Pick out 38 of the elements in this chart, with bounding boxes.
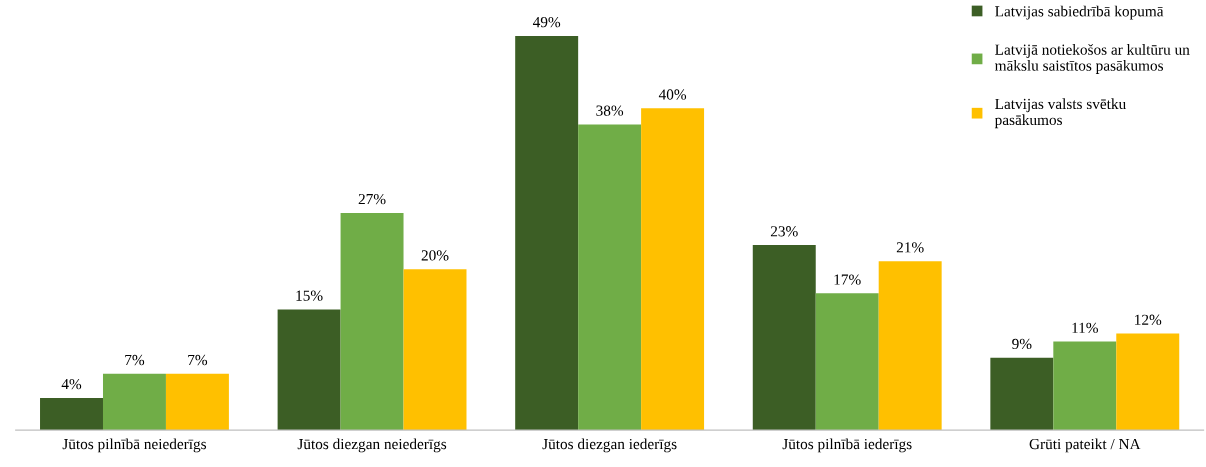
bar	[165, 373, 229, 431]
bar	[277, 309, 341, 431]
x-tick-label: Jūtos pilnībā iederīgs	[782, 438, 912, 453]
x-tick-label: Jūtos diezgan neiederīgs	[297, 438, 447, 453]
bar	[515, 35, 579, 431]
bar	[340, 212, 404, 431]
legend-label: Latvijas valsts svētku pasākumos	[994, 98, 1126, 129]
bar	[752, 245, 816, 431]
bar	[990, 357, 1054, 431]
data-label: 23%	[770, 226, 798, 237]
bar	[1116, 333, 1180, 431]
data-label: 17%	[834, 274, 861, 285]
bar	[1053, 341, 1117, 431]
data-label: 7%	[125, 354, 145, 366]
data-label: 7%	[188, 354, 208, 366]
data-label: 27%	[358, 193, 386, 205]
legend-label: Latvijas sabiedrībā kopumā	[995, 5, 1164, 20]
data-label: 9%	[1012, 338, 1032, 350]
data-label: 12%	[1135, 314, 1162, 325]
data-label: 40%	[658, 89, 687, 100]
data-label: 15%	[296, 290, 323, 301]
x-tick-label: Jūtos diezgan iederīgs	[542, 438, 677, 453]
bar	[641, 108, 705, 431]
bar	[403, 269, 467, 431]
x-tick-label: Grūti pateikt / NA	[1029, 438, 1141, 453]
bar	[815, 293, 879, 431]
data-label: 21%	[896, 242, 924, 253]
data-label: 4%	[61, 378, 82, 390]
legend-label: Latvijā notiekošos ar kultūru un mākslu saistītos pasākumos	[994, 44, 1190, 74]
data-label: 11%	[1072, 322, 1098, 334]
data-label: 49%	[532, 16, 561, 28]
bar	[578, 124, 642, 431]
bar	[40, 397, 103, 431]
data-label: 20%	[421, 250, 449, 261]
data-label: 38%	[596, 105, 624, 116]
x-tick-label: Jūtos pilnībā neiederīgs	[62, 438, 207, 453]
bar	[102, 373, 166, 431]
bar	[878, 261, 942, 431]
